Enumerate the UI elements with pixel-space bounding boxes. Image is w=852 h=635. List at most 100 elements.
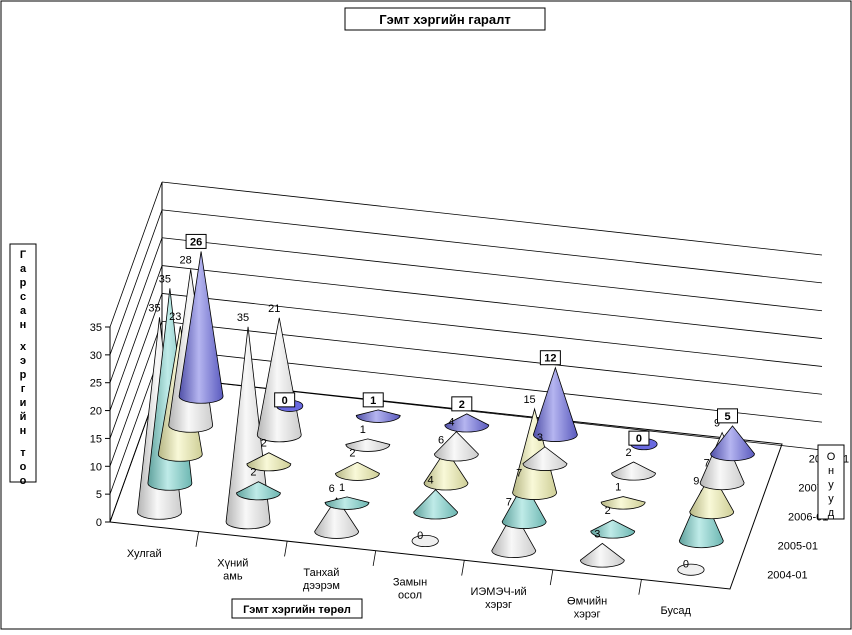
cones	[137, 251, 755, 576]
data-label-box	[274, 392, 296, 408]
data-label-box	[717, 408, 739, 424]
data-label: 7	[506, 497, 512, 509]
y-tick-label: 25	[90, 378, 102, 390]
cone-2005-01-6	[678, 489, 724, 549]
data-label: 2	[349, 447, 355, 459]
cone-2008-01-2	[355, 409, 401, 423]
data-label-box	[539, 350, 561, 366]
data-label: 23	[169, 311, 181, 323]
chart-title: Гэмт хэргийн гаралт	[379, 12, 510, 27]
cone-2004-01-3	[411, 535, 439, 548]
y-title-char: р	[20, 369, 27, 381]
z-title-char: н	[828, 465, 834, 477]
data-label: 28	[180, 254, 192, 266]
x-tick-label: амь	[223, 570, 243, 582]
x-axis-title: Гэмт хэргийн төрөл	[243, 604, 351, 616]
data-label: 0	[636, 433, 642, 445]
x-tick-label: Өмчийн	[567, 596, 607, 608]
cone-2007-01-3	[433, 431, 479, 462]
z-title-char: у	[828, 479, 834, 491]
y-tick-label: 30	[90, 350, 102, 362]
x-tick-label: Хулгай	[127, 548, 162, 560]
xlabel-box: Гэмт хэргийн төрөл	[231, 598, 363, 619]
data-label: 6	[438, 435, 444, 447]
cone-2007-01-2	[345, 438, 391, 452]
data-label: 7	[516, 468, 522, 480]
cone-2004-01-6	[677, 563, 705, 576]
data-label: 2	[459, 399, 465, 411]
z-tick-label: 2004-01	[767, 570, 807, 582]
cone-2005-01-3	[413, 489, 459, 520]
cone-2004-01-2	[314, 497, 360, 539]
z-tick-label: 2005-01	[778, 541, 818, 553]
cone-2006-01-5	[600, 496, 646, 510]
y-title-char: Г	[20, 249, 27, 261]
data-label: 35	[237, 312, 249, 324]
x-tick-label: ИЭМЭЧ-ий	[470, 586, 526, 598]
data-label: 26	[190, 236, 202, 248]
z-title-char: у	[828, 493, 834, 505]
cone-2008-01-0	[178, 251, 224, 404]
cone-2005-01-1	[236, 481, 281, 501]
y-title-char: й	[20, 411, 27, 423]
data-label: 9	[693, 476, 699, 488]
data-label: 15	[523, 394, 535, 406]
x-tick-label: хэрэг	[574, 609, 601, 621]
data-label-box	[362, 392, 384, 408]
data-label: 0	[683, 559, 689, 571]
cone-2006-01-6	[689, 471, 735, 520]
cone-2007-01-6	[699, 431, 745, 491]
cone-2006-01-3	[423, 448, 469, 491]
cone-2004-01-1	[225, 326, 271, 530]
cone-2006-01-2	[335, 461, 380, 481]
y-tick-label: 20	[90, 406, 102, 418]
y-title-char: а	[20, 305, 27, 317]
data-label-box	[451, 396, 473, 412]
data-label: 4	[448, 417, 454, 429]
x-tick-label: дээрэм	[303, 580, 340, 592]
y-title-char: с	[20, 291, 26, 303]
y-tick-label: 10	[90, 461, 102, 473]
data-label: 1	[339, 482, 345, 494]
data-label: 1	[615, 482, 621, 494]
y-tick-label: 15	[90, 433, 102, 445]
cone-2006-01-1	[246, 452, 292, 472]
data-label: 21	[268, 303, 280, 315]
y-tick-label: 35	[90, 322, 102, 334]
data-label: 0	[417, 530, 423, 542]
data-label: 2	[261, 438, 267, 450]
y-title-char: х	[20, 341, 27, 353]
cone-2007-01-5	[611, 461, 656, 481]
y-axis-ticks: 0 5 10 15 20 25 30 35	[90, 322, 110, 529]
y-title-char: а	[20, 263, 27, 275]
data-label: 3	[594, 528, 600, 540]
x-tick-label: осол	[398, 590, 422, 602]
data-label: 9	[714, 418, 720, 430]
data-label: 2	[625, 447, 631, 459]
y-title-char: н	[20, 319, 27, 331]
data-label-box	[628, 430, 650, 446]
z-title-char: О	[827, 451, 836, 463]
data-label: 0	[282, 395, 288, 407]
gridlines	[109, 181, 823, 595]
x-tick-label: хэрэг	[485, 599, 512, 611]
z-title-char: д	[828, 507, 835, 519]
cone-2008-01-6	[710, 425, 755, 462]
cone-2007-01-4	[522, 446, 568, 471]
data-label: 12	[544, 353, 556, 365]
title-box: Гэмт хэргийн гаралт	[344, 7, 546, 31]
data-label: 2	[250, 467, 256, 479]
cone-2004-01-5	[579, 542, 625, 568]
y-title-char: о	[20, 475, 27, 487]
cone-2005-01-5	[590, 519, 636, 539]
y-title-char: т	[20, 447, 26, 459]
cone-2004-01-4	[491, 510, 537, 558]
data-label: 1	[360, 424, 366, 436]
